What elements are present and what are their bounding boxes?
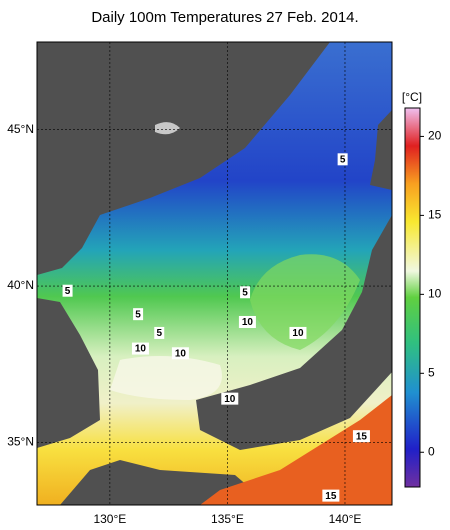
contour-label-box [131,342,149,355]
contour-label-box [289,326,307,339]
colorbar-unit: [°C] [402,90,422,104]
colorbar-tick-label: 10 [428,287,442,301]
contour-label: 5 [135,309,141,320]
contour-label-box [240,286,251,299]
title: Daily 100m Temperatures 27 Feb. 2014. [91,9,358,26]
contour-label-box [62,284,73,297]
contour-label: 15 [356,431,368,442]
lon-tick-label: 140°E [329,512,362,526]
colorbar-tick-label: 0 [428,444,435,458]
colorbar [404,107,421,488]
ice-patch [155,122,180,135]
warm-pool [110,356,222,400]
contour-label: 5 [340,154,346,165]
contour-label-box [221,392,239,405]
colorbar-tick-label: 5 [428,365,435,379]
warm-eddy [250,254,360,350]
lat-tick-label: 35°N [7,435,34,449]
colorbar-tick-label: 15 [428,208,442,222]
contour-label-box [133,308,144,321]
contour-label-box [322,489,340,502]
contour-label: 5 [156,328,162,339]
contour-label: 5 [242,287,248,298]
contour-label: 10 [175,348,187,359]
lat-tick-label: 40°N [7,278,34,292]
contour-label: 10 [242,317,254,328]
contour-label-box [337,153,348,166]
lon-tick-label: 135°E [211,512,244,526]
contour-label-box [352,430,370,443]
contour-label: 10 [135,344,147,355]
pacific-warm-water [200,395,392,505]
contour-label: 10 [224,394,236,405]
lat-tick-label: 45°N [7,122,34,136]
grid [37,42,392,505]
colorbar-tick-label: 20 [428,129,442,143]
map-frame [36,41,393,506]
contour-label-box [154,326,165,339]
map-area [37,42,392,505]
lon-tick-label: 130°E [93,512,126,526]
contour-label: 5 [65,286,71,297]
contour-label: 15 [325,491,337,502]
contour-label-box [238,315,256,328]
contour-label-box [171,347,189,360]
contour-label: 10 [292,328,304,339]
